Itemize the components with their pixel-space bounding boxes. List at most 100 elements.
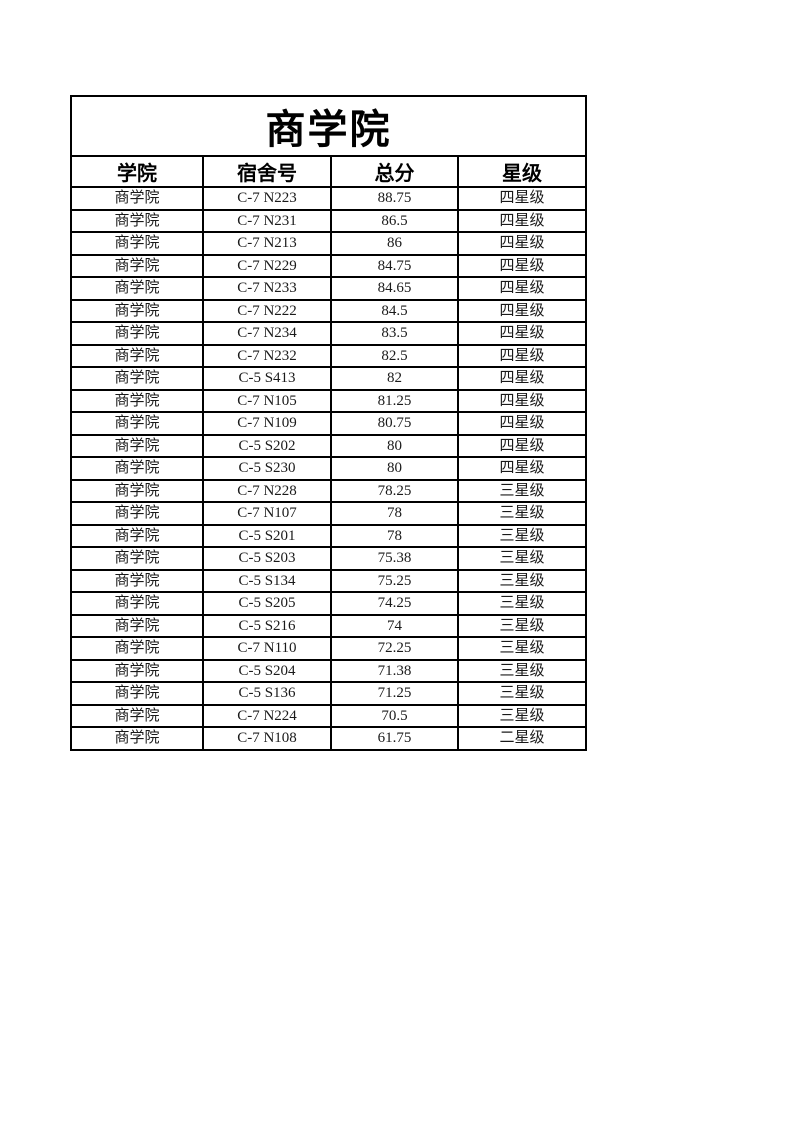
table-title: 商学院 <box>70 95 587 157</box>
cell-star-level: 二星级 <box>457 726 587 751</box>
table-row: 商学院 C-7 N222 84.5 四星级 <box>70 298 587 323</box>
cell-star-level: 三星级 <box>457 546 587 571</box>
cell-dorm-number: C-7 N234 <box>202 321 332 346</box>
cell-star-level: 四星级 <box>457 276 587 301</box>
cell-college: 商学院 <box>70 433 204 458</box>
cell-dorm-number: C-5 S202 <box>202 433 332 458</box>
cell-star-level: 三星级 <box>457 523 587 548</box>
cell-dorm-number: C-5 S203 <box>202 546 332 571</box>
table-row: 商学院 C-5 S205 74.25 三星级 <box>70 591 587 616</box>
cell-total-score: 70.5 <box>330 703 459 728</box>
cell-total-score: 78.25 <box>330 478 459 503</box>
cell-star-level: 四星级 <box>457 433 587 458</box>
cell-total-score: 61.75 <box>330 726 459 751</box>
table-row: 商学院 C-5 S216 74 三星级 <box>70 613 587 638</box>
cell-star-level: 三星级 <box>457 568 587 593</box>
cell-college: 商学院 <box>70 636 204 661</box>
cell-college: 商学院 <box>70 658 204 683</box>
table-row: 商学院 C-7 N224 70.5 三星级 <box>70 703 587 728</box>
cell-star-level: 四星级 <box>457 298 587 323</box>
table-row: 商学院 C-7 N228 78.25 三星级 <box>70 478 587 503</box>
cell-college: 商学院 <box>70 343 204 368</box>
cell-star-level: 四星级 <box>457 231 587 256</box>
cell-total-score: 86.5 <box>330 208 459 233</box>
cell-total-score: 88.75 <box>330 186 459 211</box>
cell-college: 商学院 <box>70 388 204 413</box>
cell-total-score: 84.5 <box>330 298 459 323</box>
cell-star-level: 四星级 <box>457 343 587 368</box>
cell-star-level: 四星级 <box>457 186 587 211</box>
cell-total-score: 80.75 <box>330 411 459 436</box>
cell-dorm-number: C-7 N229 <box>202 253 332 278</box>
cell-college: 商学院 <box>70 208 204 233</box>
cell-dorm-number: C-7 N224 <box>202 703 332 728</box>
cell-college: 商学院 <box>70 613 204 638</box>
col-header-dorm-number: 宿舍号 <box>202 155 332 188</box>
cell-star-level: 三星级 <box>457 703 587 728</box>
table-row: 商学院 C-7 N233 84.65 四星级 <box>70 276 587 301</box>
col-header-total-score: 总分 <box>330 155 459 188</box>
cell-dorm-number: C-7 N228 <box>202 478 332 503</box>
cell-dorm-number: C-5 S134 <box>202 568 332 593</box>
cell-star-level: 四星级 <box>457 208 587 233</box>
cell-college: 商学院 <box>70 681 204 706</box>
cell-star-level: 三星级 <box>457 478 587 503</box>
table-row: 商学院 C-7 N232 82.5 四星级 <box>70 343 587 368</box>
cell-star-level: 四星级 <box>457 321 587 346</box>
cell-star-level: 四星级 <box>457 456 587 481</box>
col-header-star-level: 星级 <box>457 155 587 188</box>
cell-college: 商学院 <box>70 726 204 751</box>
cell-total-score: 82 <box>330 366 459 391</box>
table-row: 商学院 C-5 S202 80 四星级 <box>70 433 587 458</box>
table-row: 商学院 C-7 N107 78 三星级 <box>70 501 587 526</box>
cell-total-score: 82.5 <box>330 343 459 368</box>
cell-dorm-number: C-7 N231 <box>202 208 332 233</box>
cell-total-score: 71.25 <box>330 681 459 706</box>
cell-total-score: 80 <box>330 456 459 481</box>
cell-total-score: 71.38 <box>330 658 459 683</box>
cell-total-score: 84.75 <box>330 253 459 278</box>
cell-star-level: 三星级 <box>457 613 587 638</box>
table-row: 商学院 C-7 N213 86 四星级 <box>70 231 587 256</box>
cell-dorm-number: C-7 N223 <box>202 186 332 211</box>
cell-college: 商学院 <box>70 456 204 481</box>
cell-college: 商学院 <box>70 546 204 571</box>
cell-college: 商学院 <box>70 501 204 526</box>
cell-college: 商学院 <box>70 703 204 728</box>
cell-total-score: 83.5 <box>330 321 459 346</box>
cell-college: 商学院 <box>70 568 204 593</box>
cell-college: 商学院 <box>70 231 204 256</box>
cell-dorm-number: C-5 S216 <box>202 613 332 638</box>
cell-college: 商学院 <box>70 298 204 323</box>
cell-dorm-number: C-5 S204 <box>202 658 332 683</box>
table-row: 商学院 C-5 S136 71.25 三星级 <box>70 681 587 706</box>
cell-total-score: 78 <box>330 501 459 526</box>
table-row: 商学院 C-5 S201 78 三星级 <box>70 523 587 548</box>
cell-star-level: 四星级 <box>457 411 587 436</box>
cell-college: 商学院 <box>70 478 204 503</box>
cell-total-score: 75.38 <box>330 546 459 571</box>
cell-college: 商学院 <box>70 186 204 211</box>
table-row: 商学院 C-5 S230 80 四星级 <box>70 456 587 481</box>
table-row: 商学院 C-5 S204 71.38 三星级 <box>70 658 587 683</box>
table-row: 商学院 C-7 N109 80.75 四星级 <box>70 411 587 436</box>
cell-dorm-number: C-7 N110 <box>202 636 332 661</box>
cell-total-score: 80 <box>330 433 459 458</box>
table-row: 商学院 C-5 S134 75.25 三星级 <box>70 568 587 593</box>
cell-star-level: 三星级 <box>457 636 587 661</box>
cell-total-score: 81.25 <box>330 388 459 413</box>
cell-dorm-number: C-7 N233 <box>202 276 332 301</box>
cell-total-score: 84.65 <box>330 276 459 301</box>
table-row: 商学院 C-7 N229 84.75 四星级 <box>70 253 587 278</box>
table-row: 商学院 C-7 N105 81.25 四星级 <box>70 388 587 413</box>
cell-college: 商学院 <box>70 253 204 278</box>
cell-total-score: 78 <box>330 523 459 548</box>
cell-dorm-number: C-5 S413 <box>202 366 332 391</box>
cell-dorm-number: C-7 N108 <box>202 726 332 751</box>
cell-dorm-number: C-5 S201 <box>202 523 332 548</box>
cell-total-score: 75.25 <box>330 568 459 593</box>
table-row: 商学院 C-5 S203 75.38 三星级 <box>70 546 587 571</box>
table-row: 商学院 C-7 N223 88.75 四星级 <box>70 186 587 211</box>
